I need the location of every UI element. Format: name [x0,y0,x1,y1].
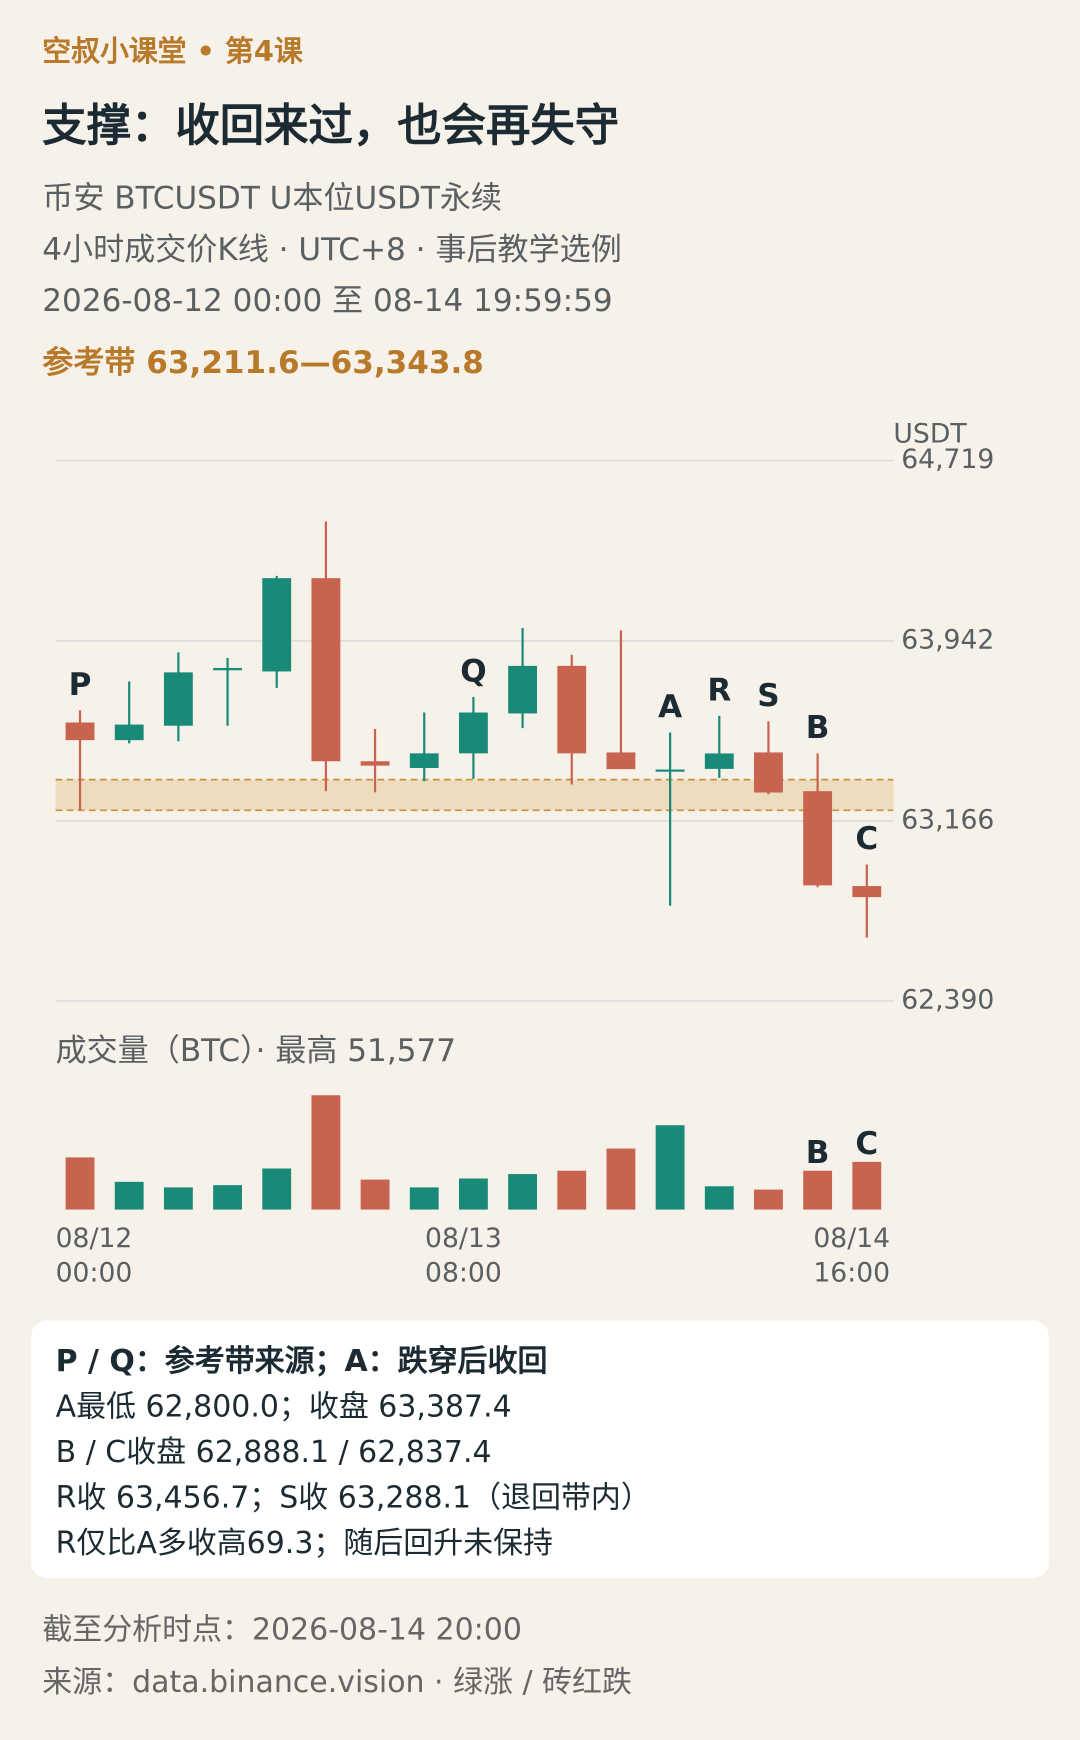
y-tick-label: 62,390 [901,984,994,1015]
annotation: C [855,821,878,857]
volume-bar [754,1189,783,1210]
volume-bar [163,1187,193,1210]
volume-bar [65,1157,95,1210]
volume-bar [360,1179,390,1210]
candle-body [754,752,783,793]
candle-body [360,761,390,766]
note: A最低 62,800.0；收盘 63,387.4 [56,1390,512,1425]
subtitle: 4小时成交价K线 · UTC+8 · 事后教学选例 [42,232,621,268]
x-tick-label: 00:00 [56,1257,133,1288]
volume-annotation: C [855,1126,878,1162]
candle-body [655,769,685,772]
notes-title: P / Q：参考带来源；A：跌穿后收回 [56,1344,548,1379]
volume-bar [557,1170,587,1210]
candle-body [557,665,587,754]
y-tick-label: 63,166 [901,804,994,835]
note: B / C收盘 62,888.1 / 62,837.4 [56,1435,492,1470]
x-tick-label: 08:00 [425,1257,502,1288]
candle-body [409,753,439,768]
reference-band [55,779,894,811]
volume-bar [114,1181,144,1210]
volume-bar [409,1187,439,1210]
volume-bar [213,1185,242,1210]
candle-body [65,722,95,741]
annotation: R [707,672,731,708]
title: 支撑：收回来过，也会再失守 [42,101,619,152]
candle-body [704,753,734,769]
kicker: 空叔小课堂 • 第4课 [42,34,303,68]
volume-bar [262,1168,292,1210]
y-tick-label: 64,719 [901,444,994,475]
note: R收 63,456.7；S收 63,288.1（退回带内） [56,1481,651,1516]
footer: 截至分析时点：2026-08-14 20:00 [42,1613,522,1648]
annotation: Q [460,654,486,690]
volume-bar [852,1161,882,1210]
x-tick-label: 08/12 [56,1223,133,1254]
candle-body [213,667,242,671]
subtitle: 币安 BTCUSDT U本位USDT永续 [42,181,502,217]
y-tick-label: 63,942 [901,624,994,655]
volume-bar [655,1125,685,1210]
candle-body [606,752,636,770]
candle-body [311,578,341,762]
candle-body [114,724,144,741]
volume-bar [458,1178,488,1210]
candle-body [803,791,833,886]
footer: 来源：data.binance.vision · 绿涨 / 砖红跌 [42,1665,632,1700]
note: R仅比A多收高69.3；随后回升未保持 [56,1526,553,1561]
candle-body [508,665,538,714]
annotation: S [757,678,779,714]
annotation: A [658,689,682,725]
y-unit: USDT [893,418,967,449]
volume-title: 成交量（BTC）· 最高 51,577 [56,1033,456,1069]
volume-bar [311,1095,341,1210]
candle-body [262,578,292,672]
volume-bar [606,1148,636,1210]
volume-annotation: B [806,1135,830,1171]
x-tick-label: 08/14 [813,1223,890,1254]
candle-body [458,712,488,754]
subtitle: 2026-08-12 00:00 至 08-14 19:59:59 [42,283,612,319]
x-tick-label: 16:00 [813,1257,890,1288]
notes-card [31,1320,1049,1578]
annotation: P [69,667,92,703]
volume-bar [704,1186,734,1210]
candle-body [163,672,193,726]
candle-body [852,886,882,898]
volume-bar [803,1170,833,1210]
x-tick-label: 08/13 [425,1223,502,1254]
volume-bar [508,1174,538,1210]
annotation: B [806,710,830,746]
band-label: 参考带 63,211.6—63,343.8 [42,345,484,381]
